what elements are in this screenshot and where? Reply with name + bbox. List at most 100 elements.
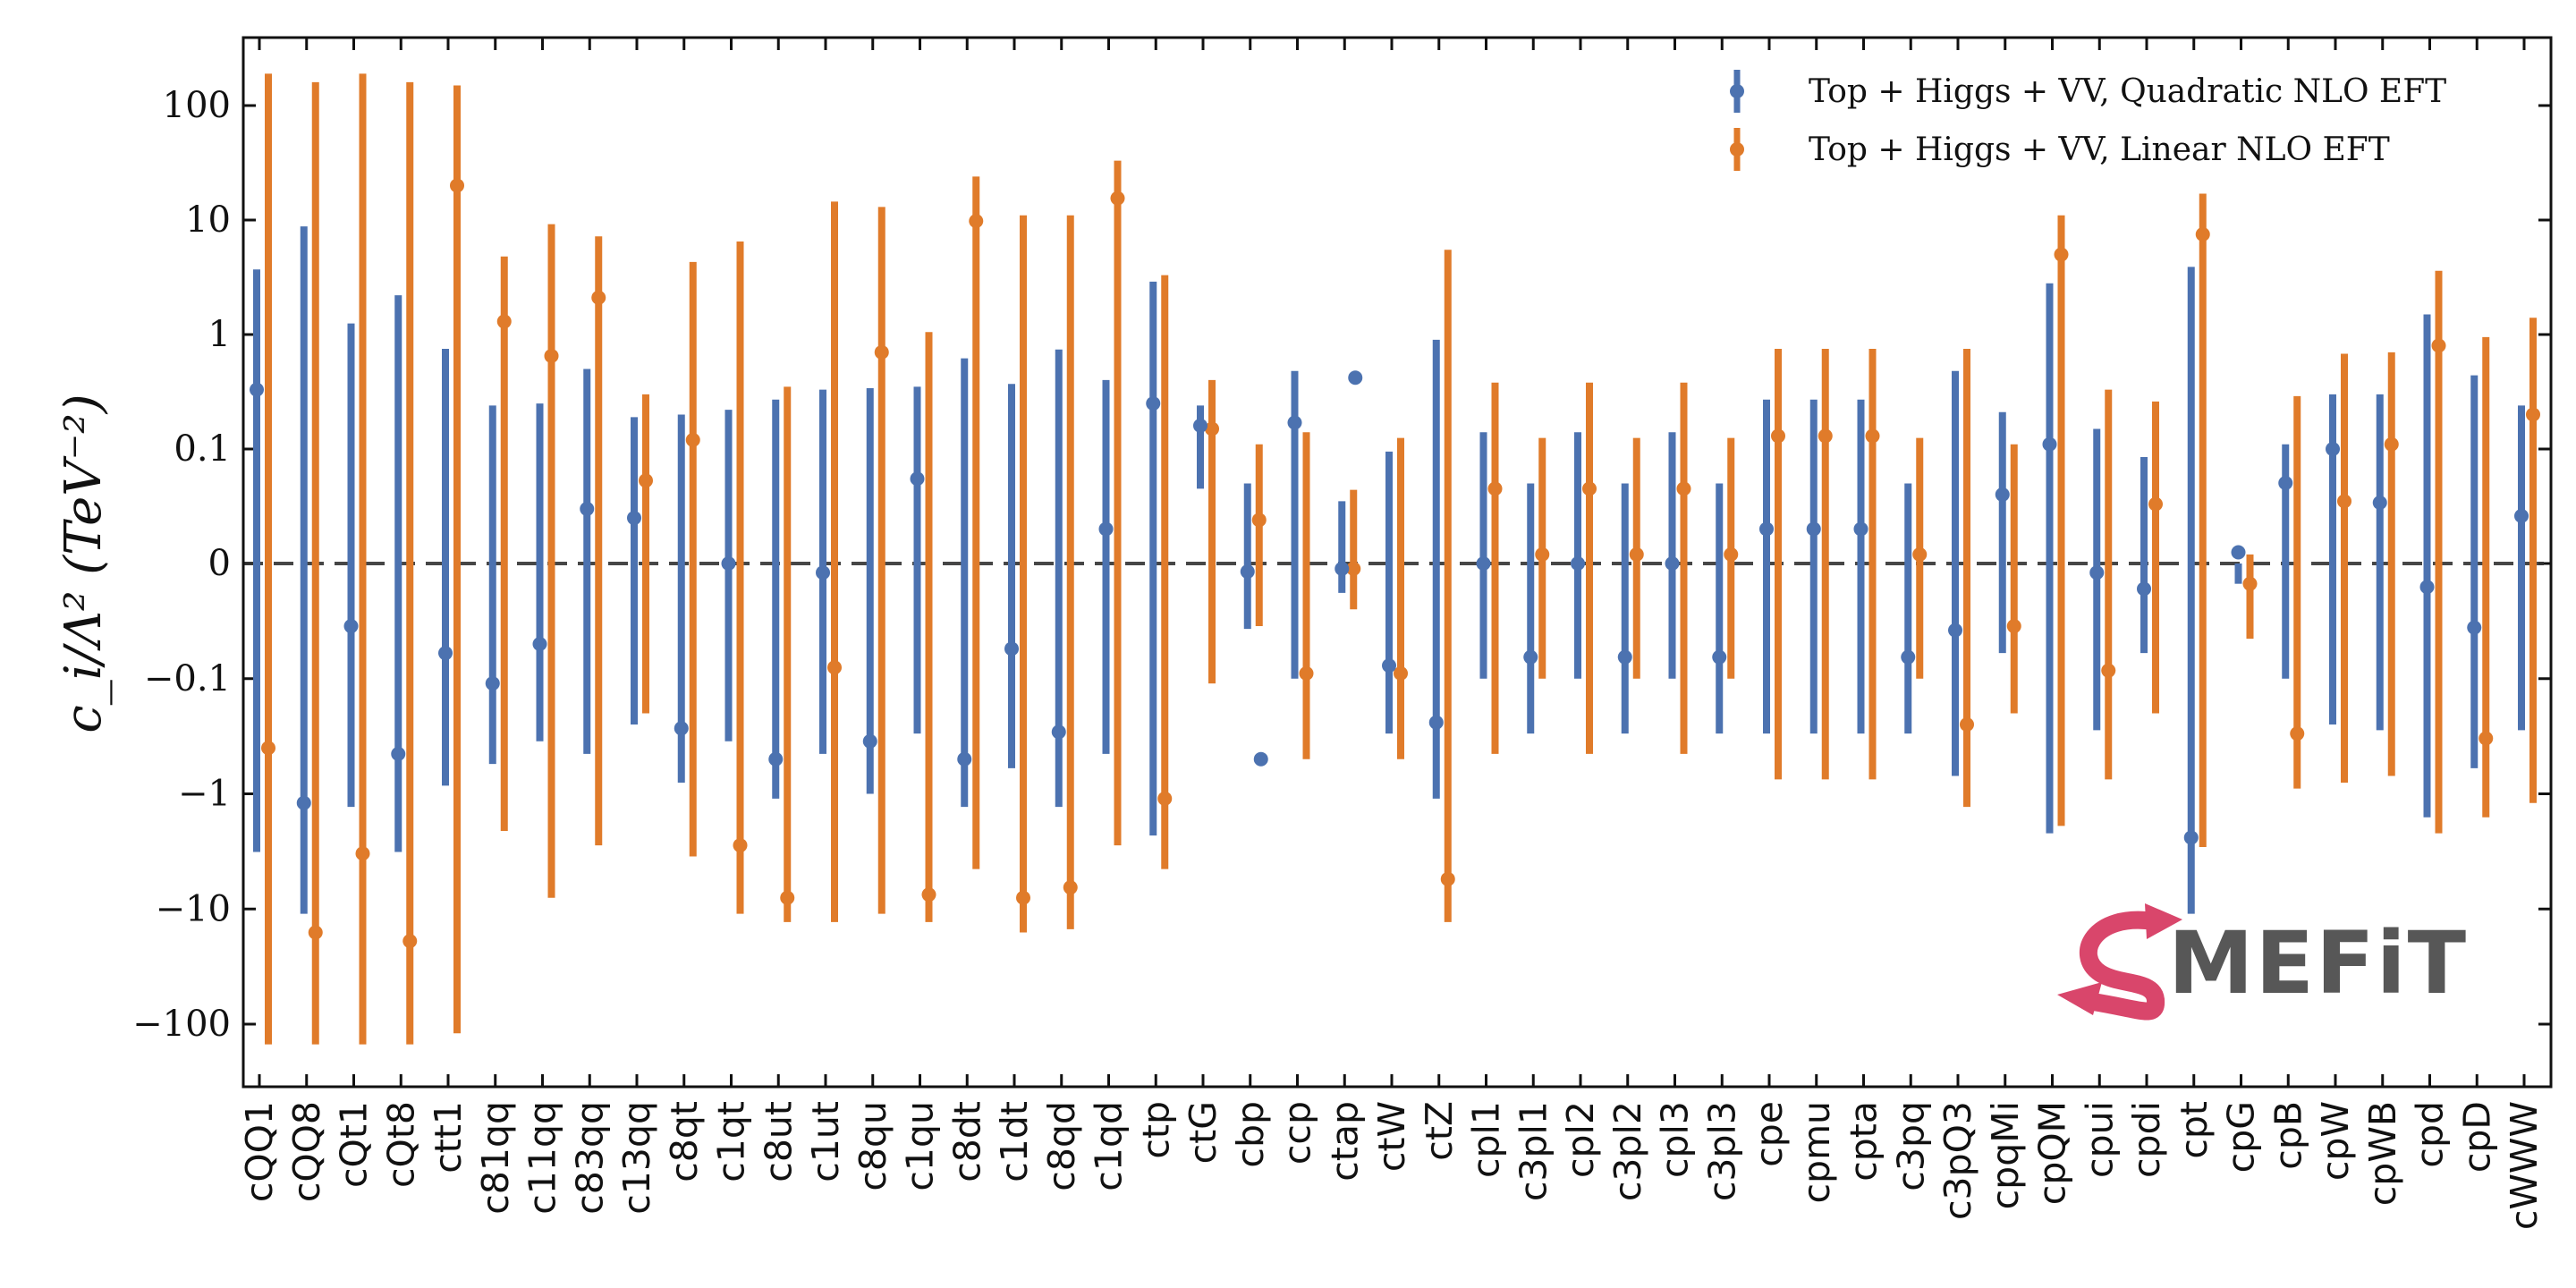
linear-point [639,473,653,488]
y-tick-label: −10 [156,888,231,929]
linear-point [2242,576,2258,591]
x-tick-label: cpl3 [1654,1101,1697,1178]
linear-point [685,432,700,447]
x-tick-label: ctt1 [427,1101,470,1174]
quadratic-point [1428,715,1444,730]
quadratic-point [1995,487,2010,502]
x-tick-label: ctG [1182,1101,1224,1164]
y-tick-labels: 100 10 1 0.1 0 −0.1 −1 −10 −100 [132,85,231,1045]
x-tick-label: cbp [1229,1101,1272,1168]
quadratic-point [2372,495,2387,510]
quadratic-point [862,733,877,749]
y-axis-label: c_i/Λ² (TeV⁻²) [55,394,113,733]
x-tick-label: ccp [1276,1101,1319,1165]
linear-point [2195,226,2210,242]
y-tick-label: 1 [208,314,231,355]
quadratic-point [816,565,830,580]
quadratic-point [580,501,595,516]
linear-point [544,348,559,363]
linear-point [2384,436,2399,452]
linear-point [1157,791,1173,806]
quadratic-point [1193,418,1208,433]
x-tick-label: cpt [2173,1101,2216,1159]
y-tick-label: −1 [178,774,231,815]
x-tick-label: cpta [1843,1101,1885,1182]
quadratic-point [2137,581,2151,597]
linear-point [1865,428,1880,444]
x-tick-label: ctZ [1418,1101,1461,1161]
quadratic-point [250,382,264,397]
linear-point [355,846,370,861]
linear-point [827,660,842,675]
quadratic-point [768,751,784,767]
linear-point [402,934,418,949]
quadratic-point [2278,476,2293,491]
linear-point [733,838,748,853]
linear-point [308,925,323,940]
quadratic-point [721,556,736,571]
legend-label-linear: Top + Higgs + VV, Linear NLO EFT [1809,131,2390,168]
quadratic-point [296,795,311,810]
quadratic-point [1098,521,1114,537]
mefit-swirl-icon [2057,903,2182,1021]
quadratic-point [2042,436,2057,452]
x-tick-label: cQt1 [333,1101,376,1188]
y-tick-label: 100 [163,85,231,126]
x-tick-label: cpW [2314,1101,2357,1181]
x-tick-label: c8qu [852,1101,894,1191]
quadratic-point [1853,521,1868,537]
x-tick-label: c8qt [663,1101,706,1182]
x-tick-label: c1dt [993,1101,1036,1182]
linear-point [1676,481,1691,496]
quadratic-point [1287,415,1302,430]
quadratic-point [1948,623,1962,638]
x-tick-label: c3pq [1889,1101,1932,1191]
quadratic-point [2467,620,2482,635]
x-tick-label: c1qt [710,1101,753,1182]
quadratic-point [343,619,359,634]
quadratic-point [1335,561,1350,576]
linear-point [1960,716,1974,732]
quadratic-point [391,746,406,761]
linear-point [1299,665,1314,681]
mefit-logo: MEFiT [2057,903,2466,1021]
quadratic-point [674,721,689,736]
quadratic-point [957,751,972,767]
x-tick-label: c83qq [568,1101,611,1215]
x-tick-label: cQt8 [379,1101,422,1188]
x-tick-label: ctap [1323,1101,1366,1182]
quadratic-point [1240,564,1255,580]
linear-point [1016,890,1030,905]
quadratic-point [1571,556,1585,571]
quadratic-point [2419,580,2435,595]
linear-point [2479,731,2494,746]
quadratic-point [1476,556,1491,571]
extra-points [1253,370,1363,767]
x-tick-label: cpB [2267,1101,2309,1170]
x-tick-label: cpe [1748,1101,1791,1167]
x-tick-label: cpdi [2125,1101,2168,1178]
quadratic-point [2089,565,2105,580]
linear-point [1110,191,1125,206]
y-tick-label: 0.1 [174,428,231,470]
quadratic-point [1382,658,1396,674]
x-tick-label: ctW [1370,1101,1413,1172]
linear-point [1629,547,1644,562]
x-tick-labels: cQQ1 cQQ8 cQt1 cQt8 ctt1 c81qq c11qq c83qq c13qq… [238,1101,2546,1230]
x-tick-label: c8dt [945,1101,988,1182]
linear-point [1205,421,1219,436]
linear-point [1912,547,1928,562]
quadratic-point [1146,396,1161,411]
x-tick-label: c11qq [521,1101,564,1215]
linear-point [780,890,795,905]
extra-point [1348,370,1363,386]
linear-point [1487,481,1503,496]
legend-dot-linear [1730,142,1744,157]
linear-point [2006,619,2021,634]
legend-dot-quadratic [1730,84,1744,98]
extra-point [1253,751,1268,767]
x-tick-label: cpmu [1795,1101,1838,1204]
x-tick-label: c1ut [804,1101,847,1182]
quadratic-point [1806,521,1821,537]
